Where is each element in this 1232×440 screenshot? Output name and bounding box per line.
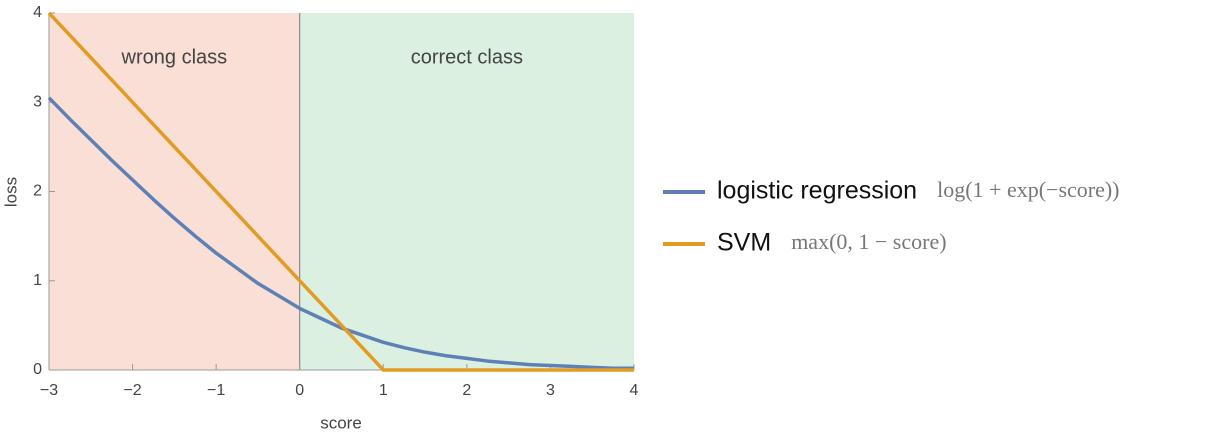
x-tick-label: 0: [295, 382, 304, 399]
region: [49, 13, 300, 370]
x-tick-label: 4: [630, 382, 639, 399]
region: [299, 13, 634, 370]
y-tick-label: 3: [33, 93, 42, 110]
x-tick-label: 3: [546, 382, 555, 399]
x-tick-label: −2: [123, 382, 141, 399]
y-tick-label: 4: [33, 4, 42, 21]
x-tick-label: −3: [40, 382, 58, 399]
y-tick-label: 0: [33, 361, 42, 378]
region-label: wrong class: [121, 46, 228, 68]
y-tick-label: 2: [33, 183, 42, 200]
legend-formula: max(0, 1 − score): [791, 229, 946, 254]
legend-label: logistic regression: [717, 177, 917, 205]
y-tick-label: 1: [33, 272, 42, 289]
x-axis-label: score: [320, 413, 362, 432]
x-tick-label: −1: [207, 382, 225, 399]
legend-formula: log(1 + exp(−score)): [937, 177, 1119, 202]
series-line: [47, 96, 634, 370]
series-line: [47, 11, 634, 372]
y-axis-label: loss: [1, 177, 20, 207]
x-tick-label: 1: [379, 382, 388, 399]
region-label: correct class: [411, 46, 523, 68]
legend-label: SVM: [717, 229, 771, 257]
x-tick-label: 2: [462, 382, 471, 399]
